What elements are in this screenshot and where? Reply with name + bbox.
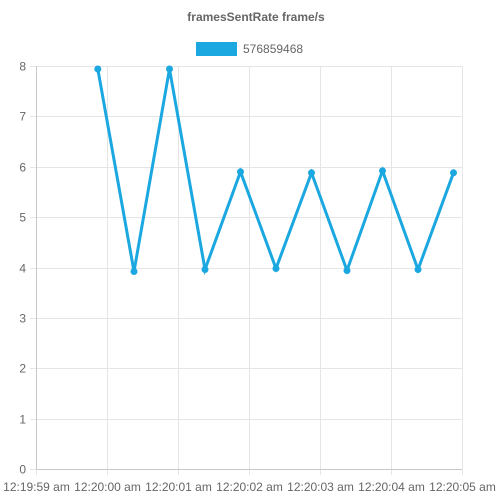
legend-swatch [196, 42, 237, 56]
legend[interactable]: 576859468 [196, 42, 303, 56]
x-tick-label: 12:20:05 am [429, 480, 496, 494]
legend-label: 576859468 [243, 42, 303, 56]
y-tick-label: 3 [19, 312, 26, 326]
y-tick-label: 1 [19, 413, 26, 427]
y-tick-label: 5 [19, 211, 26, 225]
y-tick-label: 2 [19, 362, 26, 376]
x-tick-label: 12:20:03 am [287, 480, 354, 494]
y-tick-label: 6 [19, 161, 26, 175]
y-tick-label: 7 [19, 110, 26, 124]
chart-title: framesSentRate frame/s [187, 10, 325, 24]
y-tick-label: 8 [19, 60, 26, 74]
data-point[interactable] [414, 266, 422, 273]
x-tick-label: 12:19:59 am [3, 480, 70, 494]
data-point[interactable] [166, 65, 173, 73]
grid [30, 66, 463, 475]
y-axis-ticks: 0 1 2 3 4 5 6 7 8 [19, 60, 26, 477]
data-point[interactable] [308, 169, 315, 177]
data-point[interactable] [272, 265, 280, 272]
series-576859468 [94, 65, 457, 276]
x-tick-label: 12:20:01 am [145, 480, 212, 494]
x-tick-label: 12:20:00 am [74, 480, 141, 494]
data-point[interactable] [237, 168, 244, 176]
data-point[interactable] [343, 267, 351, 274]
y-tick-label: 0 [19, 463, 26, 477]
data-point[interactable] [130, 268, 138, 275]
data-point[interactable] [379, 167, 386, 175]
data-point[interactable] [201, 266, 209, 273]
axes [36, 66, 462, 470]
x-axis-ticks: 12:19:59 am 12:20:00 am 12:20:01 am 12:20:0… [3, 480, 496, 494]
x-tick-label: 12:20:02 am [216, 480, 283, 494]
x-tick-label: 12:20:04 am [358, 480, 425, 494]
data-point[interactable] [450, 169, 457, 177]
y-tick-label: 4 [19, 262, 26, 276]
series-line [96, 68, 455, 276]
data-point[interactable] [94, 65, 102, 73]
